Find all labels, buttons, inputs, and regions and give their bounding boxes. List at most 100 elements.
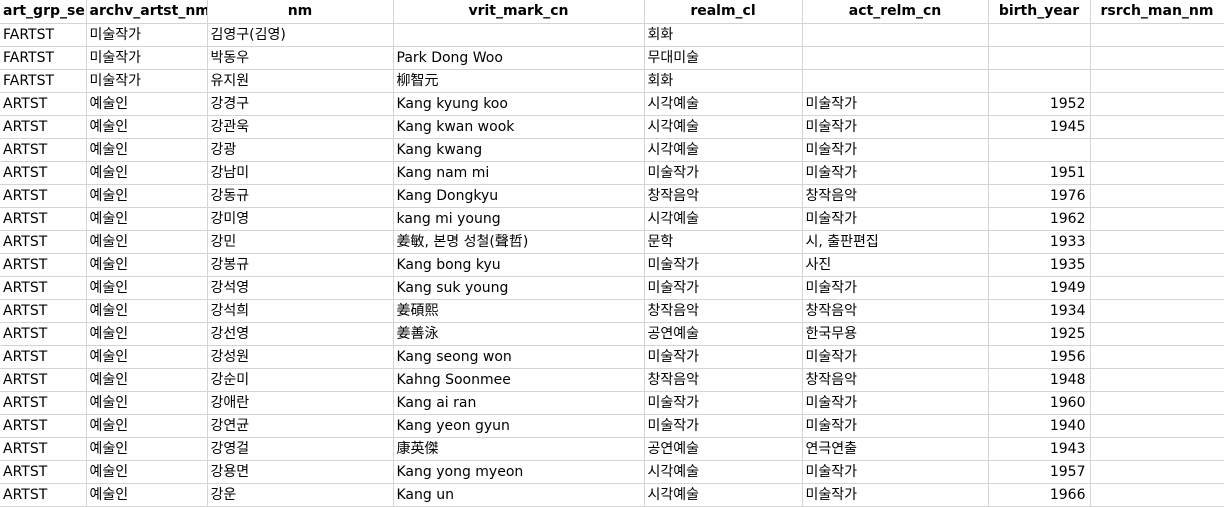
cell-vrit-mark-cn[interactable]: Kahng Soonmee — [393, 368, 645, 392]
cell-art-grp-se[interactable]: ARTST — [0, 230, 87, 254]
cell-nm[interactable]: 유지원 — [207, 69, 394, 93]
cell-art-grp-se[interactable]: ARTST — [0, 345, 87, 369]
cell-nm[interactable]: 강봉규 — [207, 253, 394, 277]
cell-vrit-mark-cn[interactable]: Kang Dongkyu — [393, 184, 645, 208]
cell-birth-year[interactable]: 1935 — [988, 253, 1091, 277]
cell-vrit-mark-cn[interactable]: 姜敏, 본명 성철(聲哲) — [393, 230, 645, 254]
cell-nm[interactable]: 강애란 — [207, 391, 394, 415]
cell-realm-cl[interactable]: 공연예술 — [644, 322, 803, 346]
cell-act-relm-cn[interactable]: 창작음악 — [802, 299, 989, 323]
cell-realm-cl[interactable]: 미술작가 — [644, 276, 803, 300]
cell-archv-artst-nm[interactable]: 미술작가 — [86, 69, 208, 93]
cell-rsrch-man-nm[interactable] — [1090, 46, 1224, 70]
cell-vrit-mark-cn[interactable]: Kang kwang — [393, 138, 645, 162]
cell-archv-artst-nm[interactable]: 예술인 — [86, 368, 208, 392]
cell-art-grp-se[interactable]: ARTST — [0, 276, 87, 300]
cell-rsrch-man-nm[interactable] — [1090, 23, 1224, 47]
cell-rsrch-man-nm[interactable] — [1090, 460, 1224, 484]
cell-realm-cl[interactable]: 공연예술 — [644, 437, 803, 461]
cell-realm-cl[interactable]: 창작음악 — [644, 184, 803, 208]
cell-act-relm-cn[interactable]: 사진 — [802, 253, 989, 277]
cell-birth-year[interactable]: 1940 — [988, 414, 1091, 438]
cell-act-relm-cn[interactable]: 창작음악 — [802, 368, 989, 392]
cell-realm-cl[interactable]: 창작음악 — [644, 299, 803, 323]
cell-vrit-mark-cn[interactable]: 姜碩熙 — [393, 299, 645, 323]
cell-rsrch-man-nm[interactable] — [1090, 138, 1224, 162]
cell-rsrch-man-nm[interactable] — [1090, 299, 1224, 323]
cell-art-grp-se[interactable]: ARTST — [0, 322, 87, 346]
cell-act-relm-cn[interactable] — [802, 69, 989, 93]
cell-vrit-mark-cn[interactable]: Kang kwan wook — [393, 115, 645, 139]
cell-nm[interactable]: 강관욱 — [207, 115, 394, 139]
cell-rsrch-man-nm[interactable] — [1090, 161, 1224, 185]
cell-art-grp-se[interactable]: ARTST — [0, 92, 87, 116]
column-header-archv-artst-nm[interactable]: archv_artst_nm — [86, 0, 208, 24]
cell-realm-cl[interactable]: 미술작가 — [644, 253, 803, 277]
cell-rsrch-man-nm[interactable] — [1090, 92, 1224, 116]
column-header-rsrch-man-nm[interactable]: rsrch_man_nm — [1090, 0, 1224, 24]
cell-vrit-mark-cn[interactable]: Kang seong won — [393, 345, 645, 369]
cell-archv-artst-nm[interactable]: 예술인 — [86, 184, 208, 208]
cell-archv-artst-nm[interactable]: 예술인 — [86, 276, 208, 300]
cell-birth-year[interactable]: 1934 — [988, 299, 1091, 323]
cell-art-grp-se[interactable]: FARTST — [0, 23, 87, 47]
cell-birth-year[interactable]: 1957 — [988, 460, 1091, 484]
cell-nm[interactable]: 김영구(김영) — [207, 23, 394, 47]
cell-archv-artst-nm[interactable]: 미술작가 — [86, 46, 208, 70]
cell-art-grp-se[interactable]: ARTST — [0, 437, 87, 461]
cell-art-grp-se[interactable]: ARTST — [0, 184, 87, 208]
cell-nm[interactable]: 강연균 — [207, 414, 394, 438]
cell-birth-year[interactable] — [988, 23, 1091, 47]
cell-rsrch-man-nm[interactable] — [1090, 115, 1224, 139]
cell-birth-year[interactable] — [988, 138, 1091, 162]
cell-archv-artst-nm[interactable]: 예술인 — [86, 230, 208, 254]
cell-act-relm-cn[interactable] — [802, 46, 989, 70]
cell-act-relm-cn[interactable]: 미술작가 — [802, 161, 989, 185]
cell-art-grp-se[interactable]: ARTST — [0, 483, 87, 507]
cell-art-grp-se[interactable]: ARTST — [0, 115, 87, 139]
cell-act-relm-cn[interactable] — [802, 23, 989, 47]
cell-realm-cl[interactable]: 무대미술 — [644, 46, 803, 70]
cell-art-grp-se[interactable]: ARTST — [0, 460, 87, 484]
cell-realm-cl[interactable]: 시각예술 — [644, 460, 803, 484]
cell-birth-year[interactable]: 1933 — [988, 230, 1091, 254]
cell-realm-cl[interactable]: 시각예술 — [644, 115, 803, 139]
cell-vrit-mark-cn[interactable]: Kang kyung koo — [393, 92, 645, 116]
cell-birth-year[interactable] — [988, 69, 1091, 93]
cell-nm[interactable]: 강광 — [207, 138, 394, 162]
cell-nm[interactable]: 강용면 — [207, 460, 394, 484]
cell-rsrch-man-nm[interactable] — [1090, 276, 1224, 300]
cell-vrit-mark-cn[interactable]: Kang suk young — [393, 276, 645, 300]
cell-art-grp-se[interactable]: ARTST — [0, 207, 87, 231]
cell-realm-cl[interactable]: 시각예술 — [644, 138, 803, 162]
cell-birth-year[interactable]: 1956 — [988, 345, 1091, 369]
cell-realm-cl[interactable]: 미술작가 — [644, 161, 803, 185]
cell-nm[interactable]: 강경구 — [207, 92, 394, 116]
cell-act-relm-cn[interactable]: 창작음악 — [802, 184, 989, 208]
cell-nm[interactable]: 강석영 — [207, 276, 394, 300]
cell-realm-cl[interactable]: 창작음악 — [644, 368, 803, 392]
cell-vrit-mark-cn[interactable]: 康英傑 — [393, 437, 645, 461]
cell-birth-year[interactable]: 1966 — [988, 483, 1091, 507]
cell-realm-cl[interactable]: 시각예술 — [644, 92, 803, 116]
column-header-realm-cl[interactable]: realm_cl — [644, 0, 803, 24]
cell-rsrch-man-nm[interactable] — [1090, 184, 1224, 208]
cell-archv-artst-nm[interactable]: 예술인 — [86, 138, 208, 162]
cell-rsrch-man-nm[interactable] — [1090, 414, 1224, 438]
cell-archv-artst-nm[interactable]: 예술인 — [86, 437, 208, 461]
cell-act-relm-cn[interactable]: 미술작가 — [802, 391, 989, 415]
cell-birth-year[interactable]: 1951 — [988, 161, 1091, 185]
cell-birth-year[interactable]: 1976 — [988, 184, 1091, 208]
cell-nm[interactable]: 박동우 — [207, 46, 394, 70]
cell-art-grp-se[interactable]: ARTST — [0, 368, 87, 392]
cell-archv-artst-nm[interactable]: 예술인 — [86, 345, 208, 369]
cell-act-relm-cn[interactable]: 미술작가 — [802, 138, 989, 162]
cell-rsrch-man-nm[interactable] — [1090, 322, 1224, 346]
column-header-nm[interactable]: nm — [207, 0, 394, 24]
column-header-act-relm-cn[interactable]: act_relm_cn — [802, 0, 989, 24]
cell-archv-artst-nm[interactable]: 예술인 — [86, 322, 208, 346]
column-header-vrit-mark-cn[interactable]: vrit_mark_cn — [393, 0, 645, 24]
cell-birth-year[interactable]: 1949 — [988, 276, 1091, 300]
cell-realm-cl[interactable]: 회화 — [644, 69, 803, 93]
cell-act-relm-cn[interactable]: 미술작가 — [802, 207, 989, 231]
